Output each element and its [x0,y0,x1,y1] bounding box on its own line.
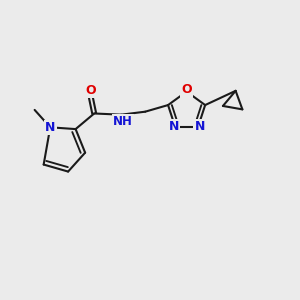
Text: NH: NH [113,115,133,128]
Text: O: O [181,83,192,96]
Text: N: N [45,121,56,134]
Text: N: N [169,120,179,134]
Text: O: O [85,84,96,97]
Text: N: N [194,120,205,134]
